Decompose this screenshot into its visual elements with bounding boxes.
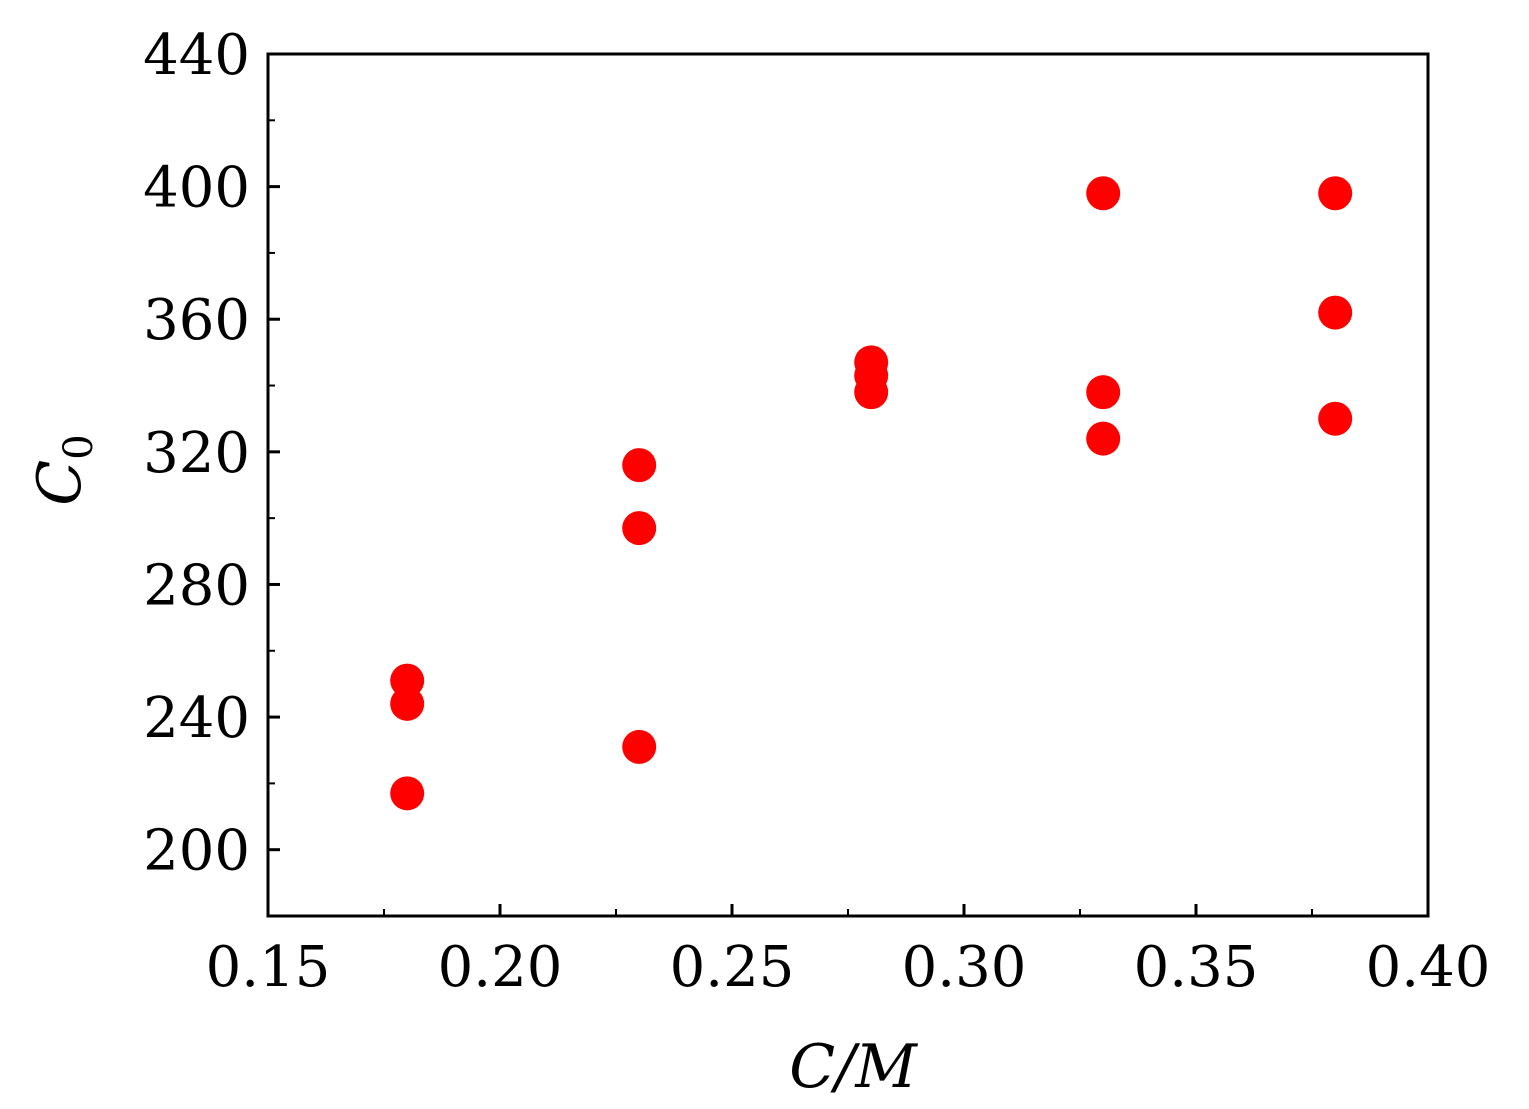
y-axis-title: C0 [25, 434, 102, 505]
data-point [390, 686, 425, 721]
data-point [1086, 176, 1121, 211]
data-point [622, 448, 657, 483]
data-point [1318, 295, 1353, 330]
x-tick-label: 0.40 [1366, 935, 1491, 1000]
data-points [390, 176, 1353, 811]
y-tick-label: 200 [143, 819, 250, 884]
data-point [1318, 176, 1353, 211]
data-point [1318, 401, 1353, 436]
x-axis-ticks [266, 904, 1430, 916]
data-point [1086, 421, 1121, 456]
x-axis-tick-labels: 0.15 0.20 0.25 0.30 0.35 0.40 [206, 935, 1491, 1000]
y-tick-label: 400 [143, 156, 250, 221]
y-axis-title-main: C [25, 460, 95, 506]
y-axis-ticks [268, 52, 280, 852]
plot-frame [266, 52, 1430, 918]
x-tick-label: 0.30 [902, 935, 1027, 1000]
x-tick-label: 0.35 [1134, 935, 1259, 1000]
y-tick-label: 280 [143, 553, 250, 618]
x-axis-title: C/M [789, 1032, 918, 1102]
data-point [622, 511, 657, 546]
data-point [854, 375, 889, 410]
data-point [390, 776, 425, 811]
y-tick-label: 360 [143, 288, 250, 353]
y-tick-label: 320 [143, 421, 250, 486]
data-point [1086, 375, 1121, 410]
x-tick-label: 0.15 [206, 935, 331, 1000]
y-tick-label: 440 [143, 23, 250, 88]
x-tick-label: 0.25 [670, 935, 795, 1000]
y-axis-tick-labels: 200 240 280 320 360 400 440 [143, 23, 250, 884]
y-axis-title-subscript: 0 [56, 434, 102, 459]
data-point [622, 729, 657, 764]
y-tick-label: 240 [143, 686, 250, 751]
x-tick-label: 0.20 [438, 935, 563, 1000]
